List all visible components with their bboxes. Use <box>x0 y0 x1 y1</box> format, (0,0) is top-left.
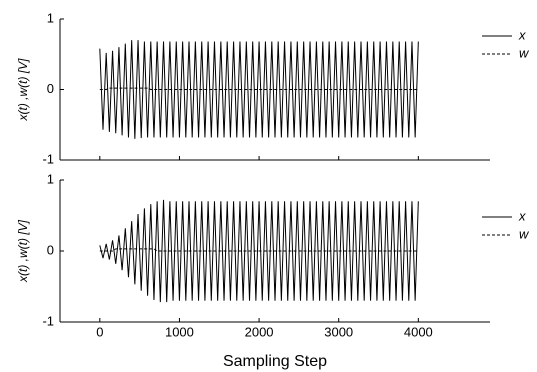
x-axis-label: Sampling Step <box>223 353 327 370</box>
line-series <box>99 199 419 303</box>
x-tick-label: 3000 <box>324 324 353 339</box>
y-tick-label: -1 <box>42 313 54 328</box>
y-tick-label: 1 <box>47 171 54 186</box>
line-series <box>99 40 419 139</box>
legend-label: w <box>519 45 530 60</box>
y-axis-label: x(t) ,w(t) [V] <box>16 219 30 283</box>
x-tick-label: 4000 <box>404 324 433 339</box>
line-series <box>99 87 419 90</box>
x-tick-label: 2000 <box>245 324 274 339</box>
y-tick-label: 0 <box>47 81 54 96</box>
legend-label: w <box>519 226 530 241</box>
line-series <box>99 248 419 252</box>
y-axis-label: x(t) ,w(t) [V] <box>16 58 30 122</box>
legend-label: x <box>518 27 526 42</box>
y-tick-label: 0 <box>47 242 54 257</box>
x-tick-label: 1000 <box>165 324 194 339</box>
x-tick-label: 0 <box>96 324 103 339</box>
legend-label: x <box>518 208 526 223</box>
y-tick-label: -1 <box>42 151 54 166</box>
y-tick-label: 1 <box>47 10 54 25</box>
